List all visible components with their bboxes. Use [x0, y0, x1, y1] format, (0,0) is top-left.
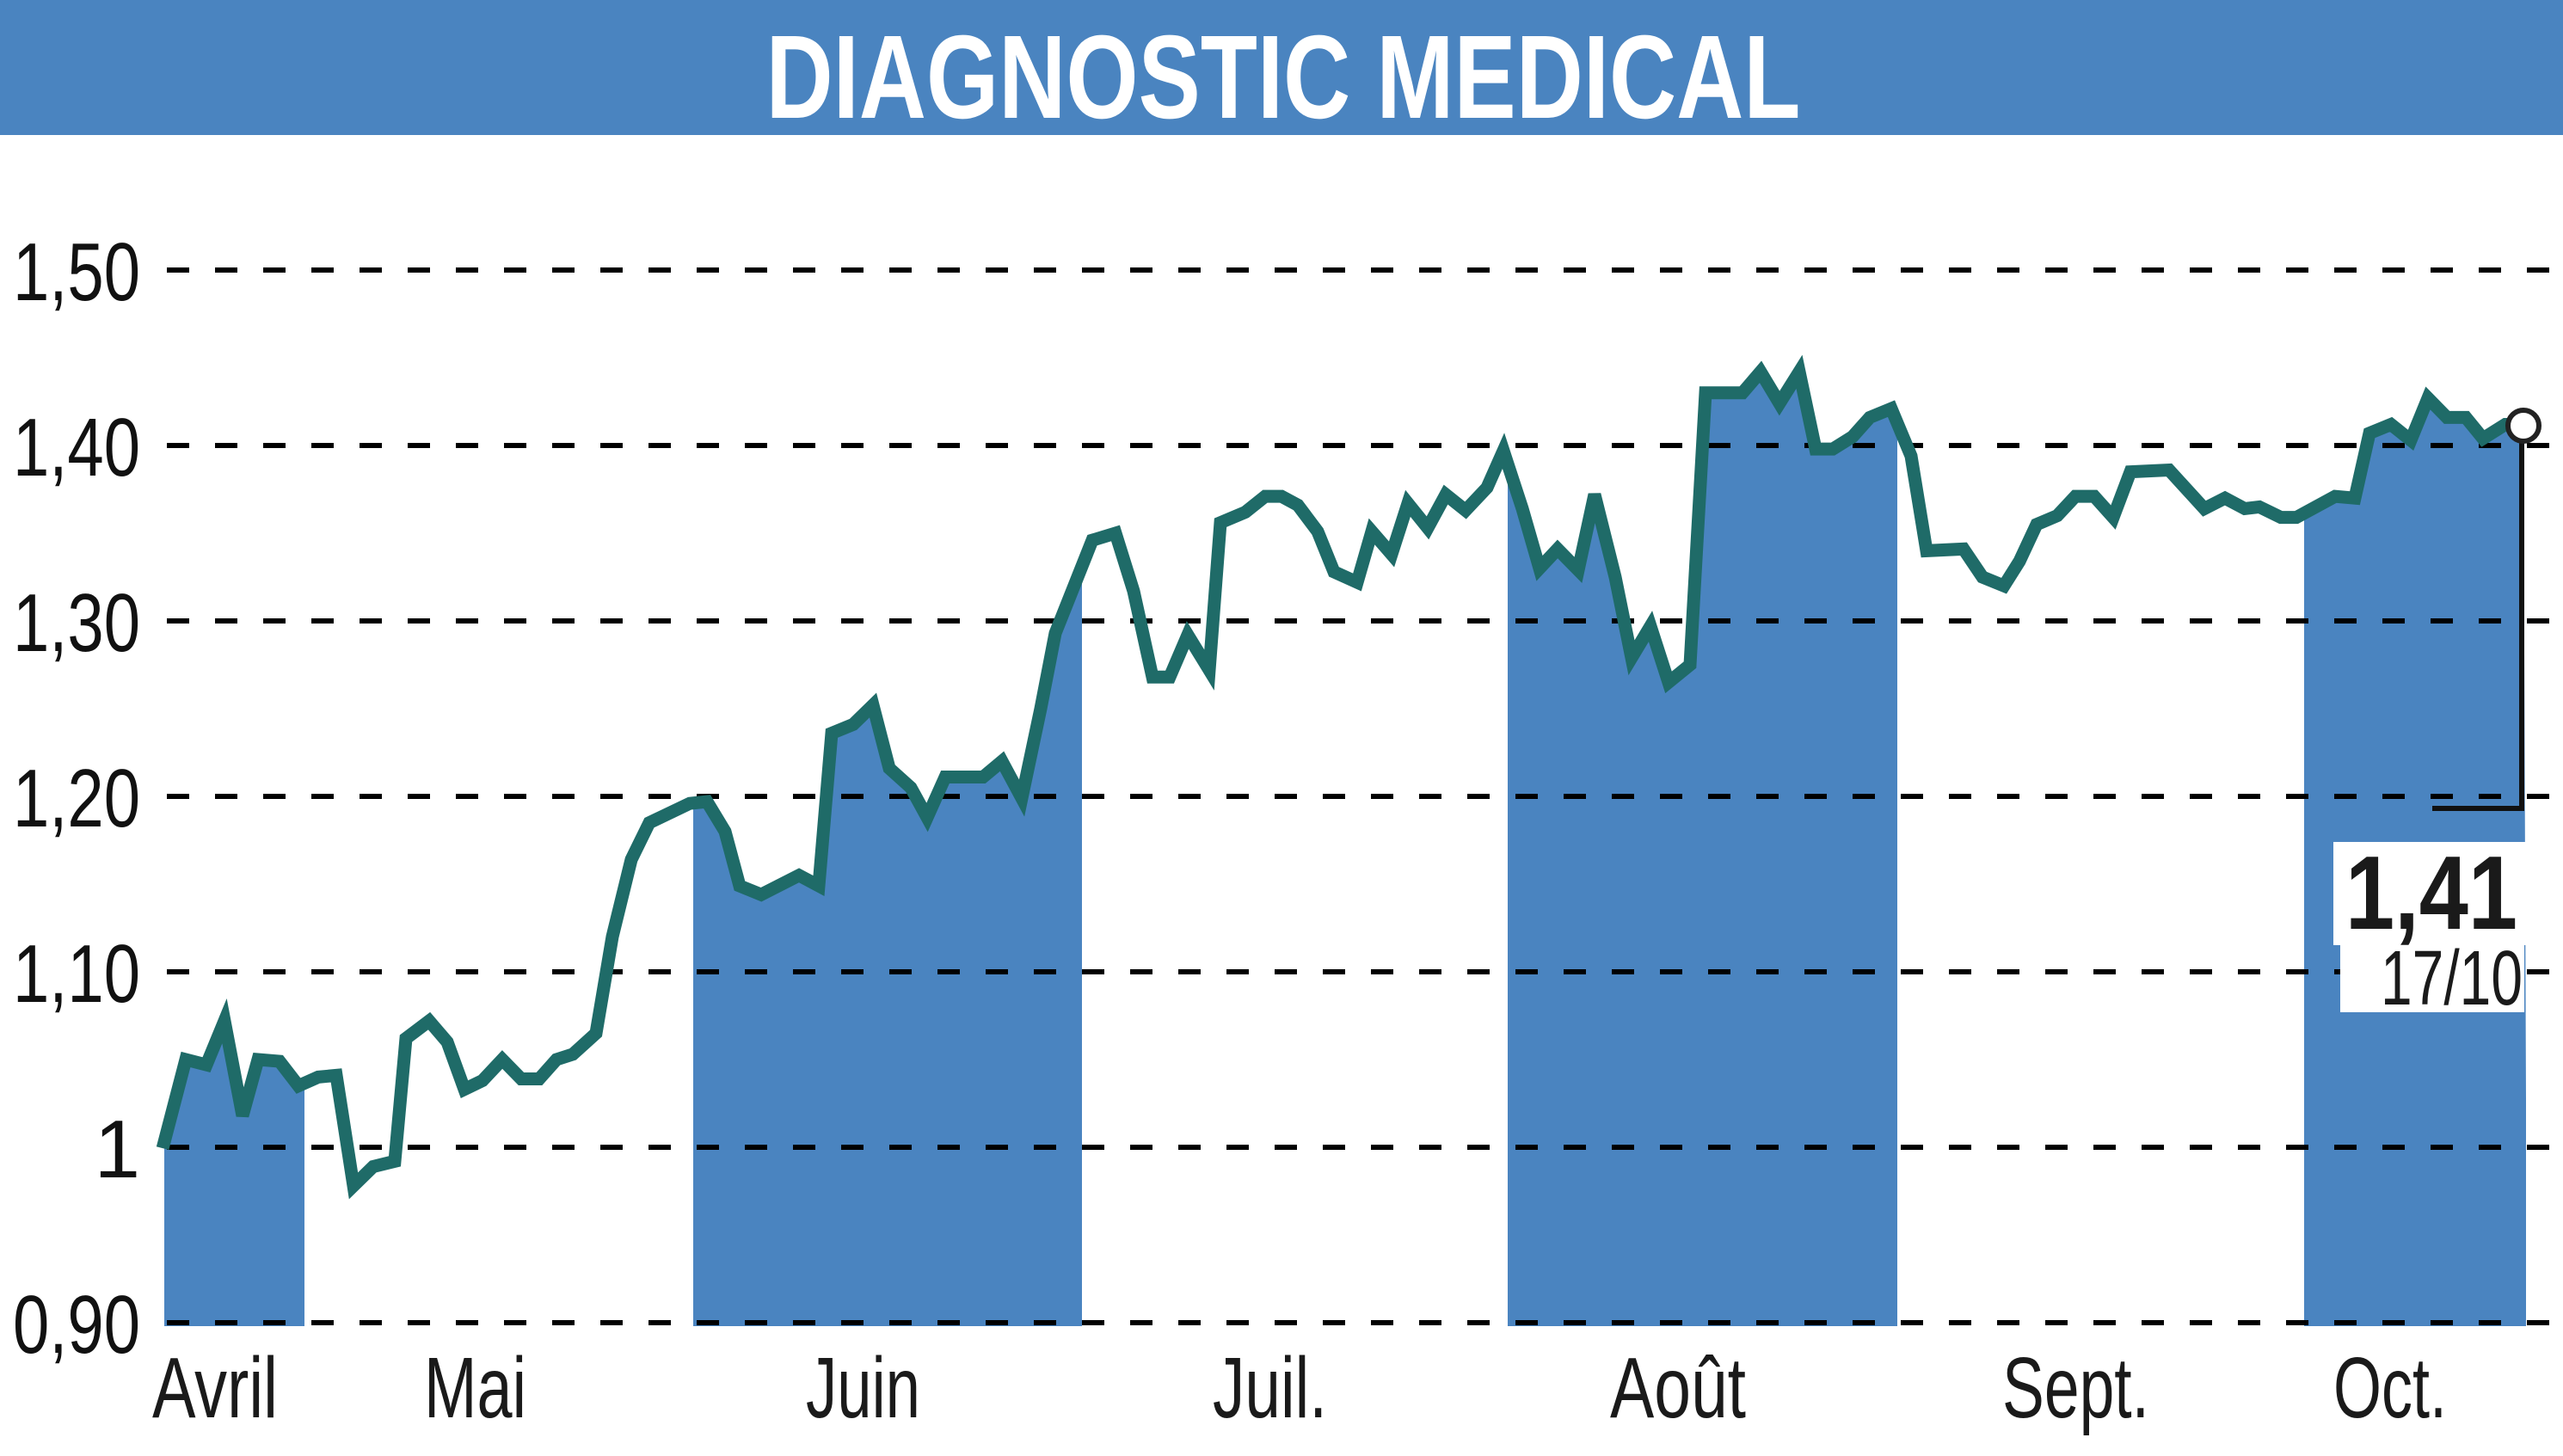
y-axis-labels: 1,50 1,40 1,30 1,20 1,10 1 0,90 [13, 226, 140, 1371]
gridlines [167, 267, 2563, 1325]
callout-date-box [2340, 944, 2524, 1012]
x-tick-label: Sept. [2002, 1340, 2149, 1436]
price-line [156, 354, 2530, 1200]
callout-date: 17/10 [2381, 936, 2523, 1022]
y-tick-label: 1,50 [13, 226, 140, 318]
x-tick-label: Avril [152, 1340, 278, 1436]
last-point-marker-icon [2505, 408, 2541, 444]
y-tick-label: 1,20 [13, 753, 140, 845]
shaded-band-avril [164, 372, 304, 1326]
callout-value: 1,41 [2345, 834, 2517, 951]
y-tick-label: 1 [95, 1103, 140, 1195]
x-tick-label: Juin [806, 1340, 920, 1436]
y-tick-label: 1,30 [13, 577, 140, 669]
callout-value-box [2333, 842, 2527, 945]
shaded-month-bands [164, 372, 2526, 1326]
header-bar [0, 0, 2563, 135]
chart-title: DIAGNOSTIC MEDICAL [766, 11, 1801, 144]
x-tick-label: Août [1610, 1340, 1746, 1436]
y-tick-label: 0,90 [13, 1279, 140, 1371]
y-tick-label: 1,10 [13, 928, 140, 1020]
x-tick-label: Oct. [2333, 1340, 2447, 1436]
x-tick-label: Mai [424, 1340, 526, 1436]
x-axis-labels: Avril Mai Juin Juil. Août Sept. Oct. [152, 1340, 2447, 1436]
last-value-callout: 1,41 17/10 [2333, 408, 2541, 1022]
x-tick-label: Juil. [1213, 1340, 1327, 1436]
y-tick-label: 1,40 [13, 402, 140, 494]
